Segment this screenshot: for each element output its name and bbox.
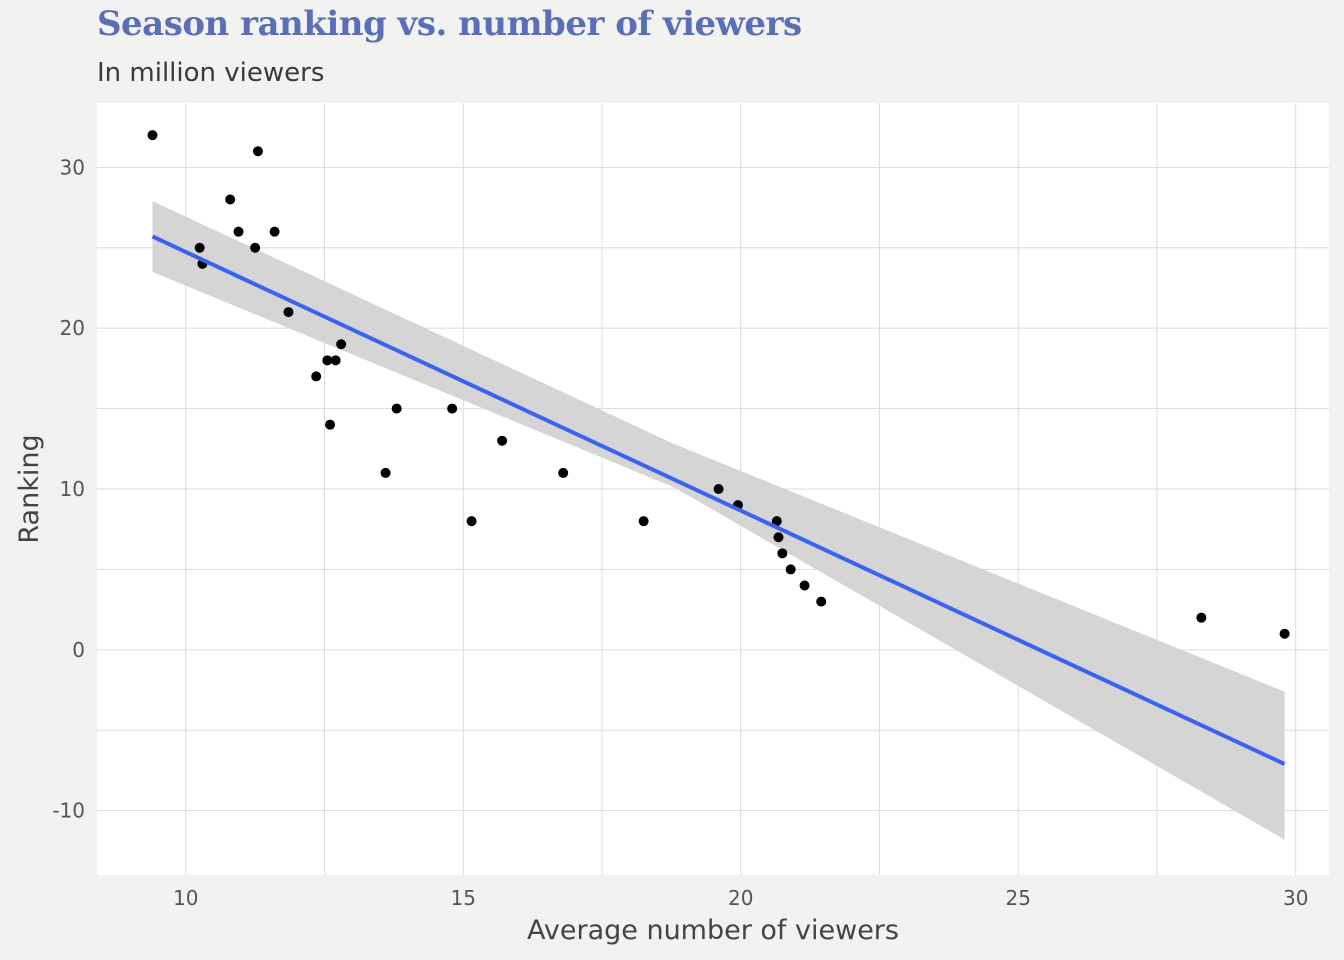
data-point xyxy=(638,516,649,527)
data-point xyxy=(799,580,810,591)
x-tick-label: 10 xyxy=(173,886,198,910)
data-point xyxy=(558,467,569,478)
data-point xyxy=(1196,612,1207,623)
chart-subtitle: In million viewers xyxy=(97,58,325,88)
data-point xyxy=(816,596,827,607)
x-tick-label: 25 xyxy=(1005,886,1030,910)
data-point xyxy=(283,307,294,318)
y-tick-label: 0 xyxy=(72,638,85,662)
data-point xyxy=(250,242,261,253)
data-point xyxy=(194,242,205,253)
data-point xyxy=(225,194,236,205)
data-point xyxy=(773,532,784,543)
data-point xyxy=(380,467,391,478)
trend-line xyxy=(151,234,1286,766)
data-point xyxy=(330,355,341,366)
chart-title: Season ranking vs. number of viewers xyxy=(97,4,802,44)
data-point xyxy=(252,146,263,157)
y-axis-title: Ranking xyxy=(14,434,45,543)
y-tick-label: 20 xyxy=(60,316,85,340)
data-point xyxy=(322,355,333,366)
data-point xyxy=(336,339,347,350)
y-tick-label: 30 xyxy=(60,155,85,179)
x-axis-ticks: 10 15 20 25 30 xyxy=(173,886,1308,910)
x-tick-label: 30 xyxy=(1283,886,1308,910)
y-tick-label: -10 xyxy=(52,799,85,823)
data-point xyxy=(269,226,280,237)
data-point xyxy=(391,403,402,414)
data-point xyxy=(497,435,508,446)
data-point xyxy=(147,130,158,141)
y-axis-ticks: -10 0 10 20 30 xyxy=(52,155,85,822)
data-point xyxy=(1279,628,1290,639)
data-points xyxy=(147,130,1290,639)
data-point xyxy=(771,516,782,527)
x-tick-label: 15 xyxy=(451,886,476,910)
data-point xyxy=(447,403,458,414)
data-point xyxy=(713,484,724,494)
data-point xyxy=(785,564,796,575)
data-point xyxy=(311,371,322,382)
data-point xyxy=(325,419,336,430)
data-point xyxy=(777,548,788,559)
data-point xyxy=(233,226,244,237)
y-tick-label: 10 xyxy=(60,477,85,501)
x-tick-label: 20 xyxy=(728,886,753,910)
data-point xyxy=(466,516,477,527)
confidence-band xyxy=(152,201,1285,840)
x-axis-title: Average number of viewers xyxy=(527,915,899,946)
